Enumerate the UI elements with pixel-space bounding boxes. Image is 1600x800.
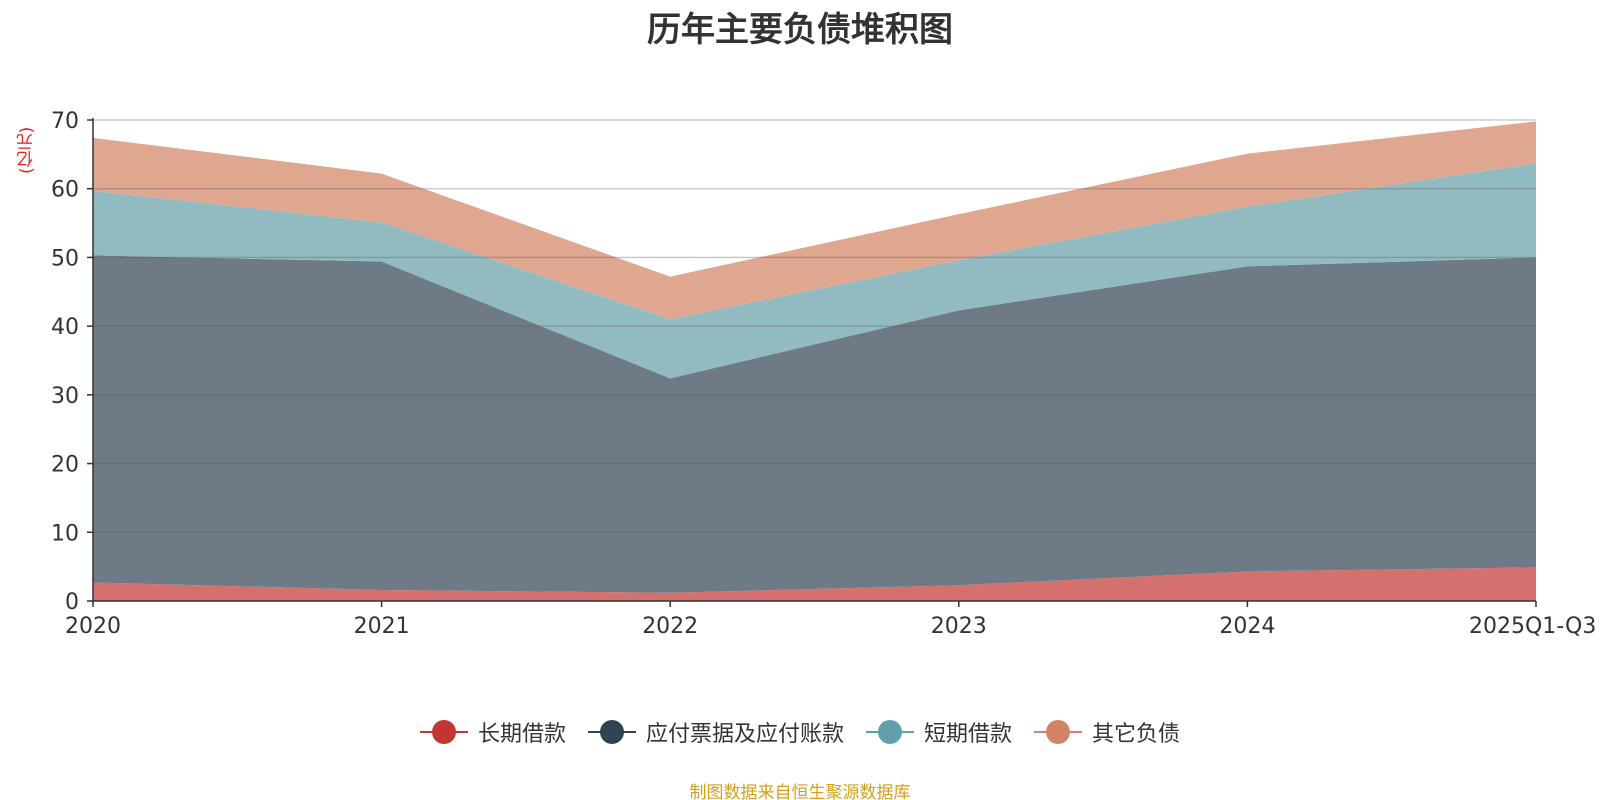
legend-item-notes-accounts-payable[interactable]: 应付票据及应付账款 xyxy=(587,716,844,748)
x-tick-label: 2020 xyxy=(65,614,121,639)
y-tick-label: 60 xyxy=(51,178,79,203)
y-tick-label: 50 xyxy=(51,246,79,271)
area-series-1 xyxy=(93,255,1536,593)
y-tick-label: 0 xyxy=(65,590,79,615)
x-tick-label: 2023 xyxy=(931,614,987,639)
x-tick-label: 2022 xyxy=(642,614,698,639)
x-tick-label: 2024 xyxy=(1219,614,1275,639)
y-tick-label: 40 xyxy=(51,315,79,340)
source-note: 制图数据来自恒生聚源数据库 xyxy=(689,783,911,800)
legend-item-short-term-loans[interactable]: 短期借款 xyxy=(866,716,1012,748)
y-tick-label: 70 xyxy=(51,109,79,134)
legend-label: 短期借款 xyxy=(924,722,1013,747)
chart-title: 历年主要负债堆积图 xyxy=(647,10,953,50)
x-tick-label: 2025Q1-Q3 xyxy=(1469,614,1596,639)
y-tick-label: 30 xyxy=(51,384,79,409)
area-series-2 xyxy=(93,163,1536,379)
y-tick-label: 20 xyxy=(51,453,79,478)
legend-item-other-liabilities[interactable]: 其它负债 xyxy=(1034,716,1180,748)
legend-label: 其它负债 xyxy=(1092,722,1181,747)
legend-marker-icon xyxy=(1034,720,1083,744)
legend: 长期借款 应付票据及应付账款 短期借款 其它负债 xyxy=(0,716,1600,748)
legend-marker-icon xyxy=(419,720,468,744)
x-tick-label: 2021 xyxy=(354,614,410,639)
legend-label: 应付票据及应付账款 xyxy=(645,722,844,747)
legend-item-long-term-loans[interactable]: 长期借款 xyxy=(419,716,566,748)
legend-marker-icon xyxy=(866,720,914,744)
area-series-3 xyxy=(93,121,1536,320)
legend-marker-icon xyxy=(587,720,636,744)
legend-label: 长期借款 xyxy=(477,722,566,747)
area-series-0 xyxy=(93,567,1536,601)
y-tick-label: 10 xyxy=(51,521,79,546)
